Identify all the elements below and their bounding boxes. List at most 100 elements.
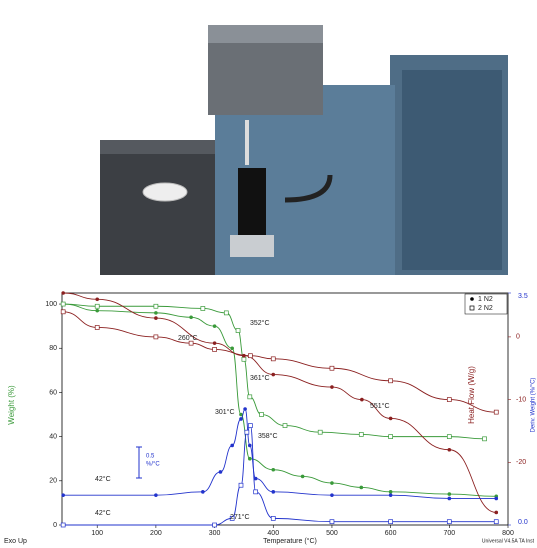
data-point (494, 510, 499, 515)
legend-label: 2 N2 (478, 305, 493, 312)
y-tick-label: 40 (49, 433, 57, 440)
data-point (330, 493, 334, 497)
data-point (247, 456, 252, 461)
data-point (300, 474, 305, 479)
series-line (63, 311, 497, 413)
data-point (235, 328, 241, 333)
data-point (446, 519, 452, 525)
data-point (60, 309, 66, 315)
data-point (388, 378, 393, 384)
data-point (388, 416, 393, 421)
data-point (360, 397, 364, 402)
data-point (388, 490, 393, 494)
data-point (95, 308, 100, 313)
data-point (60, 301, 66, 307)
data-point (330, 385, 334, 389)
data-point (282, 423, 288, 428)
annotation: 361°C (250, 374, 270, 382)
footer-right: Universal V4.5A TA Inst (482, 538, 535, 544)
data-point (359, 485, 364, 490)
y-tick-label: 100 (45, 301, 57, 308)
data-point (223, 310, 229, 316)
data-point (493, 519, 499, 525)
data-point (270, 516, 276, 521)
y3-axis-title: Deriv. Weight (%/°C) (531, 378, 537, 433)
data-point (244, 429, 250, 435)
plot-frame (61, 292, 509, 526)
x-tick-label: 400 (267, 530, 279, 537)
x-tick-label: 100 (91, 530, 103, 537)
data-point (212, 324, 217, 328)
data-point (94, 303, 100, 309)
data-point (154, 311, 158, 315)
left-module (100, 140, 215, 275)
data-point (494, 496, 499, 501)
data-point (153, 334, 159, 340)
data-point (154, 493, 158, 497)
data-point (218, 470, 223, 474)
y-tick-label: 20 (49, 478, 57, 485)
data-point (330, 481, 334, 485)
data-point (230, 346, 234, 351)
sample-cup (142, 182, 188, 202)
y2-tick-label: -20 (516, 459, 526, 466)
data-point (189, 315, 193, 320)
furnace-tube (238, 168, 266, 243)
data-point (447, 447, 452, 452)
data-point (200, 306, 206, 311)
data-point (388, 434, 393, 439)
data-point (212, 522, 217, 528)
x-tick-label: 500 (326, 530, 338, 537)
data-point (271, 372, 276, 377)
scale-bar-value: 0.5 (146, 454, 155, 460)
y-axis-title: Weight (%) (7, 385, 16, 425)
data-point (493, 409, 499, 415)
data-point (259, 412, 264, 417)
annotation: 271°C (230, 513, 250, 521)
annotation: 352°C (250, 319, 270, 327)
series-line (63, 303, 485, 440)
data-point (446, 397, 452, 402)
x-tick-label: 200 (150, 530, 162, 537)
annotation: 551°C (370, 402, 390, 410)
data-point (241, 356, 247, 362)
data-point (239, 412, 243, 417)
y2-tick-label: 0 (516, 334, 520, 341)
instrument-photo (100, 25, 508, 275)
y3-tick-label: 0.0 (518, 519, 528, 526)
data-point (61, 493, 65, 497)
y-tick-label: 60 (49, 389, 57, 396)
annotation: 260°C (178, 334, 198, 342)
data-point (446, 434, 452, 439)
annotation: 42°C (95, 475, 111, 483)
series-line (63, 425, 497, 526)
data-point (230, 443, 234, 448)
data-point (60, 522, 66, 528)
data-point (95, 297, 100, 302)
x-tick-label: 300 (209, 530, 221, 537)
data-point (253, 489, 259, 495)
annotation: 42°C (95, 509, 111, 517)
data-point (482, 436, 487, 442)
legend-marker (470, 297, 474, 301)
annotation: 358°C (258, 432, 278, 440)
scale-bar: 0.5 %/°C (136, 446, 160, 479)
data-point (447, 496, 452, 501)
series-line (63, 292, 497, 513)
data-point (271, 490, 276, 494)
y2-tick-label: -10 (516, 396, 526, 403)
data-point (248, 353, 253, 359)
y-tick-label: 80 (49, 345, 57, 352)
y2-axis-title: Heat Flow (W/g) (467, 366, 476, 424)
data-point (317, 429, 323, 435)
data-point (61, 291, 65, 295)
data-point (247, 443, 252, 448)
data-point (247, 394, 253, 400)
data-point (154, 316, 158, 320)
legend-marker (469, 305, 475, 311)
data-point (388, 519, 393, 525)
data-point (153, 303, 159, 309)
data-point (388, 493, 393, 497)
data-point (271, 467, 276, 472)
